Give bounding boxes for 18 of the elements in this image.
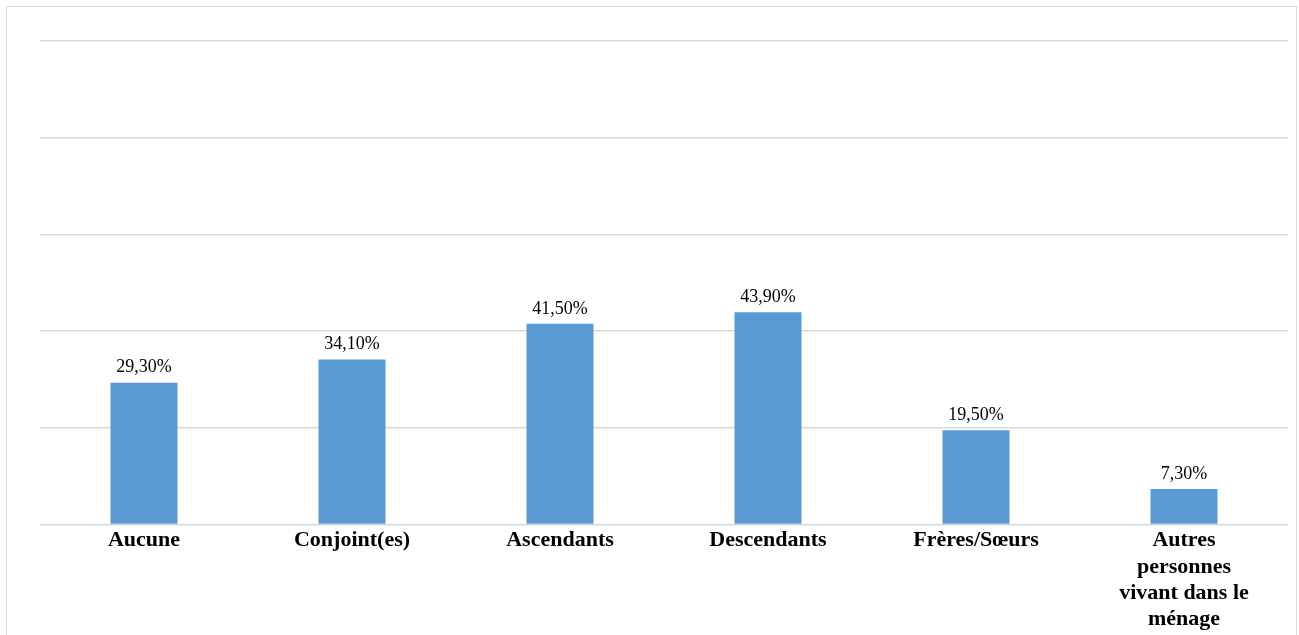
bar bbox=[526, 323, 594, 524]
x-tick-label: Autres personnes vivant dans le ménage bbox=[1119, 526, 1250, 631]
x-tick-label: Frères/Sœurs bbox=[913, 526, 1040, 552]
bar bbox=[318, 359, 386, 524]
x-tick-label: Ascendants bbox=[506, 526, 615, 552]
x-tick-label: Descendants bbox=[709, 526, 828, 552]
bar bbox=[1150, 489, 1218, 524]
data-label: 29,30% bbox=[116, 356, 172, 377]
data-label: 41,50% bbox=[532, 297, 588, 318]
bar bbox=[734, 312, 802, 524]
data-label: 43,90% bbox=[740, 285, 796, 306]
x-tick-label: Conjoint(es) bbox=[293, 526, 411, 552]
data-label: 34,10% bbox=[324, 333, 380, 354]
bar bbox=[110, 382, 178, 524]
bar bbox=[942, 430, 1010, 524]
data-label: 19,50% bbox=[948, 403, 1004, 424]
x-tick-label: Aucune bbox=[107, 526, 181, 552]
data-label: 7,30% bbox=[1160, 462, 1208, 483]
